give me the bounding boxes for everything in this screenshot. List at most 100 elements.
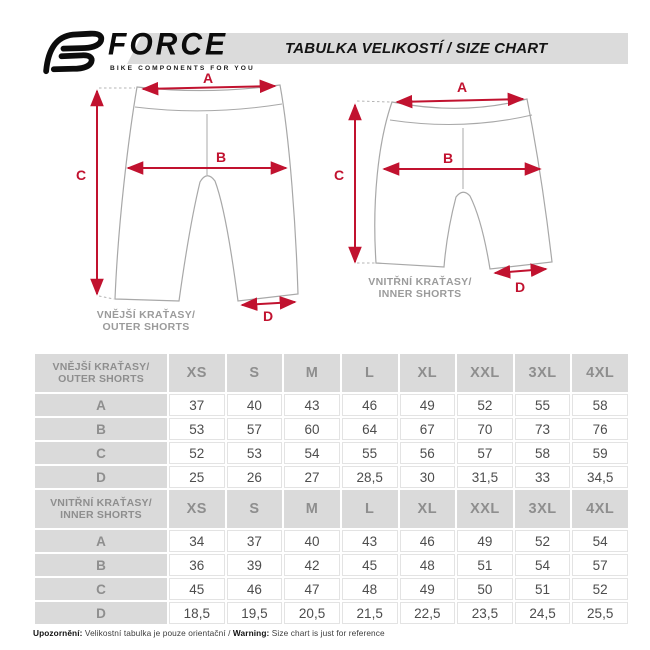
value-cell: 70 <box>457 418 513 440</box>
value-cell: 43 <box>284 394 340 416</box>
value-cell: 49 <box>457 530 513 552</box>
value-cell: 52 <box>514 530 571 552</box>
note-en-label: Warning: <box>232 628 270 638</box>
value-cell: 52 <box>572 578 628 600</box>
value-cell: 30 <box>399 466 456 488</box>
value-cell: 28,5 <box>341 466 398 488</box>
value-cell: 31,5 <box>457 466 513 488</box>
outer-shorts-caption-line1: VNĚJŠÍ KRAŤASY/ <box>97 308 195 321</box>
size-table: VNĚJŠÍ KRAŤASY/OUTER SHORTS XS S M L XL XXL 3XL… <box>33 352 630 626</box>
row-label: A <box>35 394 167 416</box>
table-row: C 45 46 47 48 49 50 51 52 <box>35 578 628 600</box>
table-row: B 36 39 42 45 48 51 54 57 <box>35 554 628 576</box>
value-cell: 27 <box>284 466 340 488</box>
table-row: C 52 53 54 55 56 57 58 59 <box>35 442 628 464</box>
value-cell: 36 <box>169 554 225 576</box>
size-header-cell: 3XL <box>514 354 571 392</box>
value-cell: 34 <box>169 530 225 552</box>
value-cell: 64 <box>341 418 398 440</box>
value-cell: 48 <box>341 578 398 600</box>
table-row: D 18,5 19,5 20,5 21,5 22,5 23,5 24,5 25,5 <box>35 602 628 624</box>
row-label: C <box>35 578 167 600</box>
dim-label-c: C <box>334 167 344 183</box>
value-cell: 58 <box>572 394 628 416</box>
size-header-cell: L <box>341 354 398 392</box>
value-cell: 23,5 <box>457 602 513 624</box>
dim-label-d: D <box>263 308 273 324</box>
value-cell: 57 <box>226 418 283 440</box>
value-cell: 43 <box>341 530 398 552</box>
value-cell: 49 <box>399 394 456 416</box>
header-gray-band <box>127 33 628 64</box>
size-header-cell: XXL <box>457 354 513 392</box>
value-cell: 24,5 <box>514 602 571 624</box>
value-cell: 40 <box>284 530 340 552</box>
table-row: D 25 26 27 28,5 30 31,5 33 34,5 <box>35 466 628 488</box>
value-cell: 45 <box>341 554 398 576</box>
note-en-text: Size chart is just for reference <box>269 628 385 638</box>
value-cell: 50 <box>457 578 513 600</box>
size-header-cell: XS <box>169 354 225 392</box>
value-cell: 18,5 <box>169 602 225 624</box>
dim-label-a: A <box>457 79 467 95</box>
value-cell: 58 <box>514 442 571 464</box>
size-header-cell: M <box>284 354 340 392</box>
value-cell: 42 <box>284 554 340 576</box>
inner-shorts-caption-line1: VNITŘNÍ KRAŤASY/ <box>368 275 471 288</box>
outer-shorts-diagram: A B C D VNĚJŠÍ KRAŤASY/ OUTER SHORTS <box>76 70 299 333</box>
value-cell: 57 <box>457 442 513 464</box>
value-cell: 60 <box>284 418 340 440</box>
value-cell: 45 <box>169 578 225 600</box>
value-cell: 46 <box>399 530 456 552</box>
value-cell: 34,5 <box>572 466 628 488</box>
value-cell: 51 <box>514 578 571 600</box>
value-cell: 39 <box>226 554 283 576</box>
brand-name: FORCE <box>108 27 228 62</box>
value-cell: 54 <box>284 442 340 464</box>
force-emblem-icon <box>43 30 105 75</box>
value-cell: 25 <box>169 466 225 488</box>
size-header-cell: 4XL <box>572 490 628 528</box>
brand-tagline: BIKE COMPONENTS FOR YOU <box>110 65 255 72</box>
value-cell: 25,5 <box>572 602 628 624</box>
value-cell: 67 <box>399 418 456 440</box>
dim-label-d: D <box>515 279 525 295</box>
row-label: B <box>35 418 167 440</box>
value-cell: 19,5 <box>226 602 283 624</box>
size-header-cell: XXL <box>457 490 513 528</box>
row-label: C <box>35 442 167 464</box>
reference-note: Upozornění: Velikostní tabulka je pouze … <box>33 628 385 638</box>
value-cell: 46 <box>226 578 283 600</box>
page-title: TABULKA VELIKOSTÍ / SIZE CHART <box>285 40 548 57</box>
value-cell: 51 <box>457 554 513 576</box>
dim-label-c: C <box>76 167 86 183</box>
value-cell: 48 <box>399 554 456 576</box>
inner-shorts-caption-line2: INNER SHORTS <box>379 288 462 300</box>
value-cell: 52 <box>169 442 225 464</box>
size-header-cell: 3XL <box>514 490 571 528</box>
value-cell: 54 <box>572 530 628 552</box>
size-header-cell: XL <box>399 490 456 528</box>
value-cell: 33 <box>514 466 571 488</box>
value-cell: 59 <box>572 442 628 464</box>
section-label: VNITŘNÍ KRAŤASY/INNER SHORTS <box>35 490 167 528</box>
section-header-row: VNITŘNÍ KRAŤASY/INNER SHORTS XS S M L XL XXL 3X… <box>35 490 628 528</box>
row-label: A <box>35 530 167 552</box>
size-header-cell: 4XL <box>572 354 628 392</box>
size-header-cell: XL <box>399 354 456 392</box>
row-label: B <box>35 554 167 576</box>
value-cell: 73 <box>514 418 571 440</box>
value-cell: 55 <box>341 442 398 464</box>
value-cell: 37 <box>226 530 283 552</box>
value-cell: 37 <box>169 394 225 416</box>
size-header-cell: M <box>284 490 340 528</box>
value-cell: 56 <box>399 442 456 464</box>
size-header-cell: L <box>341 490 398 528</box>
value-cell: 53 <box>169 418 225 440</box>
note-cs-text: Velikostní tabulka je pouze orientační / <box>82 628 233 638</box>
section-label: VNĚJŠÍ KRAŤASY/OUTER SHORTS <box>35 354 167 392</box>
table-row: B 53 57 60 64 67 70 73 76 <box>35 418 628 440</box>
value-cell: 20,5 <box>284 602 340 624</box>
value-cell: 26 <box>226 466 283 488</box>
